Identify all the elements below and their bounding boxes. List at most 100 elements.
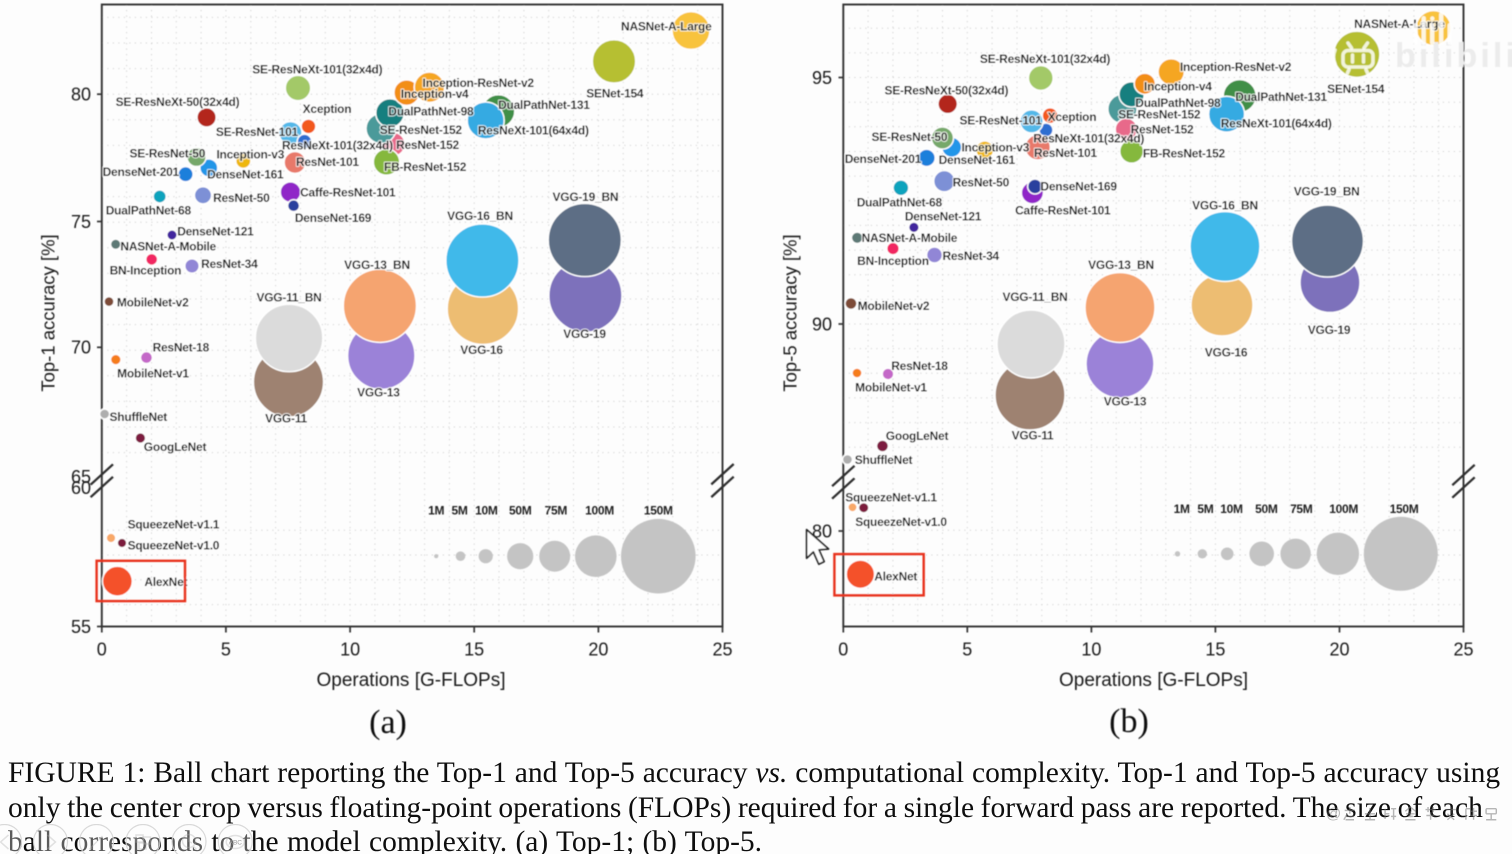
svg-text:@: @ [1326, 806, 1341, 823]
svg-text:5M: 5M [1197, 502, 1213, 516]
svg-text:ResNet-34: ResNet-34 [942, 249, 999, 263]
svg-text:DenseNet-201: DenseNet-201 [103, 165, 180, 179]
svg-text:VGG-13: VGG-13 [357, 385, 400, 399]
svg-text:DualPathNet-131: DualPathNet-131 [1235, 90, 1327, 104]
svg-text:50M: 50M [1255, 502, 1278, 516]
svg-text:65: 65 [71, 467, 91, 487]
svg-text:SE-ResNet-50: SE-ResNet-50 [129, 147, 205, 161]
svg-text:Inception-ResNet-v2: Inception-ResNet-v2 [1180, 60, 1292, 74]
svg-text:1M: 1M [1174, 502, 1190, 516]
svg-text:MobileNet-v1: MobileNet-v1 [117, 367, 189, 381]
svg-text:ResNeXt-101(32x4d): ResNeXt-101(32x4d) [1033, 132, 1144, 146]
svg-text:VGG-19: VGG-19 [1308, 323, 1351, 337]
svg-text:100M: 100M [1329, 502, 1358, 516]
svg-text:VGG-11_BN: VGG-11_BN [1002, 290, 1067, 304]
svg-text:DenseNet-161: DenseNet-161 [207, 167, 284, 181]
svg-text:Operations [G-FLOPs]: Operations [G-FLOPs] [1059, 670, 1248, 691]
svg-text:ResNet-18: ResNet-18 [891, 359, 948, 373]
svg-text:ResNeXt-101(64x4d): ResNeXt-101(64x4d) [1221, 117, 1332, 131]
svg-text:SqueezeNet-v1.1: SqueezeNet-v1.1 [845, 491, 937, 505]
svg-text:5: 5 [962, 640, 972, 660]
svg-text:50M: 50M [509, 504, 532, 518]
svg-text:FB-ResNet-152: FB-ResNet-152 [1143, 146, 1226, 160]
svg-text:FB-ResNet-152: FB-ResNet-152 [384, 160, 467, 174]
svg-text:NASNet-A-Mobile: NASNet-A-Mobile [862, 231, 958, 245]
svg-text:SE-ResNeXt-50(32x4d): SE-ResNeXt-50(32x4d) [116, 95, 240, 109]
svg-text:AlexNet: AlexNet [144, 575, 187, 589]
svg-text:ResNet-50: ResNet-50 [953, 175, 1010, 189]
svg-text:SE-ResNet-152: SE-ResNet-152 [1118, 107, 1201, 121]
svg-text:SqueezeNet-v1.0: SqueezeNet-v1.0 [128, 538, 220, 552]
svg-text:20: 20 [588, 640, 608, 660]
svg-text:Top-1 accuracy [%]: Top-1 accuracy [%] [38, 234, 59, 391]
svg-text:15: 15 [1205, 640, 1225, 660]
svg-text:10: 10 [340, 640, 360, 660]
svg-text:Operations [G-FLOPs]: Operations [G-FLOPs] [316, 670, 505, 691]
svg-text:VGG-16: VGG-16 [460, 343, 503, 357]
svg-text:AlexNet: AlexNet [874, 570, 917, 584]
svg-text:DenseNet-169: DenseNet-169 [1040, 180, 1117, 194]
svg-text:80: 80 [71, 85, 91, 105]
svg-text:DualPathNet-131: DualPathNet-131 [498, 98, 590, 112]
svg-text:5: 5 [221, 640, 231, 660]
svg-text:SE-ResNeXt-101(32x4d): SE-ResNeXt-101(32x4d) [980, 52, 1110, 66]
svg-text:75: 75 [71, 212, 91, 232]
svg-text:100M: 100M [585, 504, 614, 518]
svg-text:VGG-19_BN: VGG-19_BN [1294, 184, 1360, 198]
svg-text:bilibili: bilibili [1395, 37, 1512, 75]
svg-text:SENet-154: SENet-154 [586, 86, 644, 100]
svg-text:DualPathNet-98: DualPathNet-98 [388, 104, 474, 118]
svg-text:Inception-v3: Inception-v3 [961, 141, 1029, 155]
svg-text:GoogLeNet: GoogLeNet [886, 429, 949, 443]
svg-text:ShuffleNet: ShuffleNet [855, 453, 913, 467]
svg-text:75M: 75M [1290, 502, 1313, 516]
svg-text:VGG-11: VGG-11 [1012, 429, 1054, 443]
svg-text:SE-ResNet-101: SE-ResNet-101 [216, 125, 299, 139]
svg-text:GoogLeNet: GoogLeNet [144, 440, 207, 454]
svg-text:DenseNet-121: DenseNet-121 [905, 209, 982, 223]
svg-text:15: 15 [464, 640, 484, 660]
svg-text:20: 20 [1329, 640, 1349, 660]
svg-text:DenseNet-121: DenseNet-121 [177, 225, 254, 239]
svg-text:SE-ResNeXt-50(32x4d): SE-ResNeXt-50(32x4d) [885, 84, 1009, 98]
svg-text:VGG-13_BN: VGG-13_BN [1088, 258, 1154, 272]
svg-text:25: 25 [1453, 640, 1473, 660]
svg-text:DenseNet-201: DenseNet-201 [845, 152, 922, 166]
svg-text:MobileNet-v2: MobileNet-v2 [117, 295, 189, 309]
svg-text:BN-Inception: BN-Inception [110, 264, 182, 278]
svg-text:80: 80 [812, 521, 832, 541]
svg-text:60: 60 [71, 478, 91, 498]
svg-text:10: 10 [1081, 640, 1101, 660]
svg-text:SE-ResNeXt-101(32x4d): SE-ResNeXt-101(32x4d) [252, 63, 382, 77]
svg-text:SENet-154: SENet-154 [1327, 82, 1385, 96]
svg-text:1M: 1M [428, 504, 444, 518]
svg-text:25: 25 [712, 640, 732, 660]
svg-text:Caffe-ResNet-101: Caffe-ResNet-101 [300, 186, 396, 200]
svg-text:NASNet-A-Mobile: NASNet-A-Mobile [120, 239, 216, 253]
svg-text:DenseNet-169: DenseNet-169 [295, 211, 372, 225]
svg-text:Inception-v3: Inception-v3 [216, 148, 284, 162]
svg-text:55: 55 [71, 617, 91, 637]
svg-text:ResNeXt-101(32x4d): ResNeXt-101(32x4d) [282, 138, 393, 152]
svg-text:ABC: ABC [229, 840, 243, 847]
svg-text:150M: 150M [1390, 502, 1419, 516]
svg-text:ResNeXt-101(64x4d): ResNeXt-101(64x4d) [478, 123, 589, 137]
svg-text:5M: 5M [451, 504, 467, 518]
svg-text:VGG-16_BN: VGG-16_BN [447, 209, 513, 223]
svg-text:ShuffleNet: ShuffleNet [110, 410, 168, 424]
svg-text:ResNet-34: ResNet-34 [201, 257, 258, 271]
svg-text:MobileNet-v2: MobileNet-v2 [858, 299, 930, 313]
svg-text:10M: 10M [475, 504, 498, 518]
svg-text:ResNet-18: ResNet-18 [153, 341, 210, 355]
svg-text:Top-5 accuracy [%]: Top-5 accuracy [%] [780, 234, 801, 391]
svg-text:ResNet-152: ResNet-152 [396, 138, 459, 152]
svg-text:VGG-13: VGG-13 [1104, 395, 1147, 409]
svg-text:Xception: Xception [303, 102, 352, 116]
svg-text:SqueezeNet-v1.1: SqueezeNet-v1.1 [128, 518, 220, 532]
svg-text:SqueezeNet-v1.0: SqueezeNet-v1.0 [855, 515, 947, 529]
svg-text:VGG-13_BN: VGG-13_BN [344, 258, 410, 272]
svg-text:10M: 10M [1220, 502, 1243, 516]
svg-text:SE-ResNet-101: SE-ResNet-101 [960, 114, 1043, 128]
svg-text:MobileNet-v1: MobileNet-v1 [855, 381, 927, 395]
svg-text:DenseNet-161: DenseNet-161 [939, 153, 1016, 167]
